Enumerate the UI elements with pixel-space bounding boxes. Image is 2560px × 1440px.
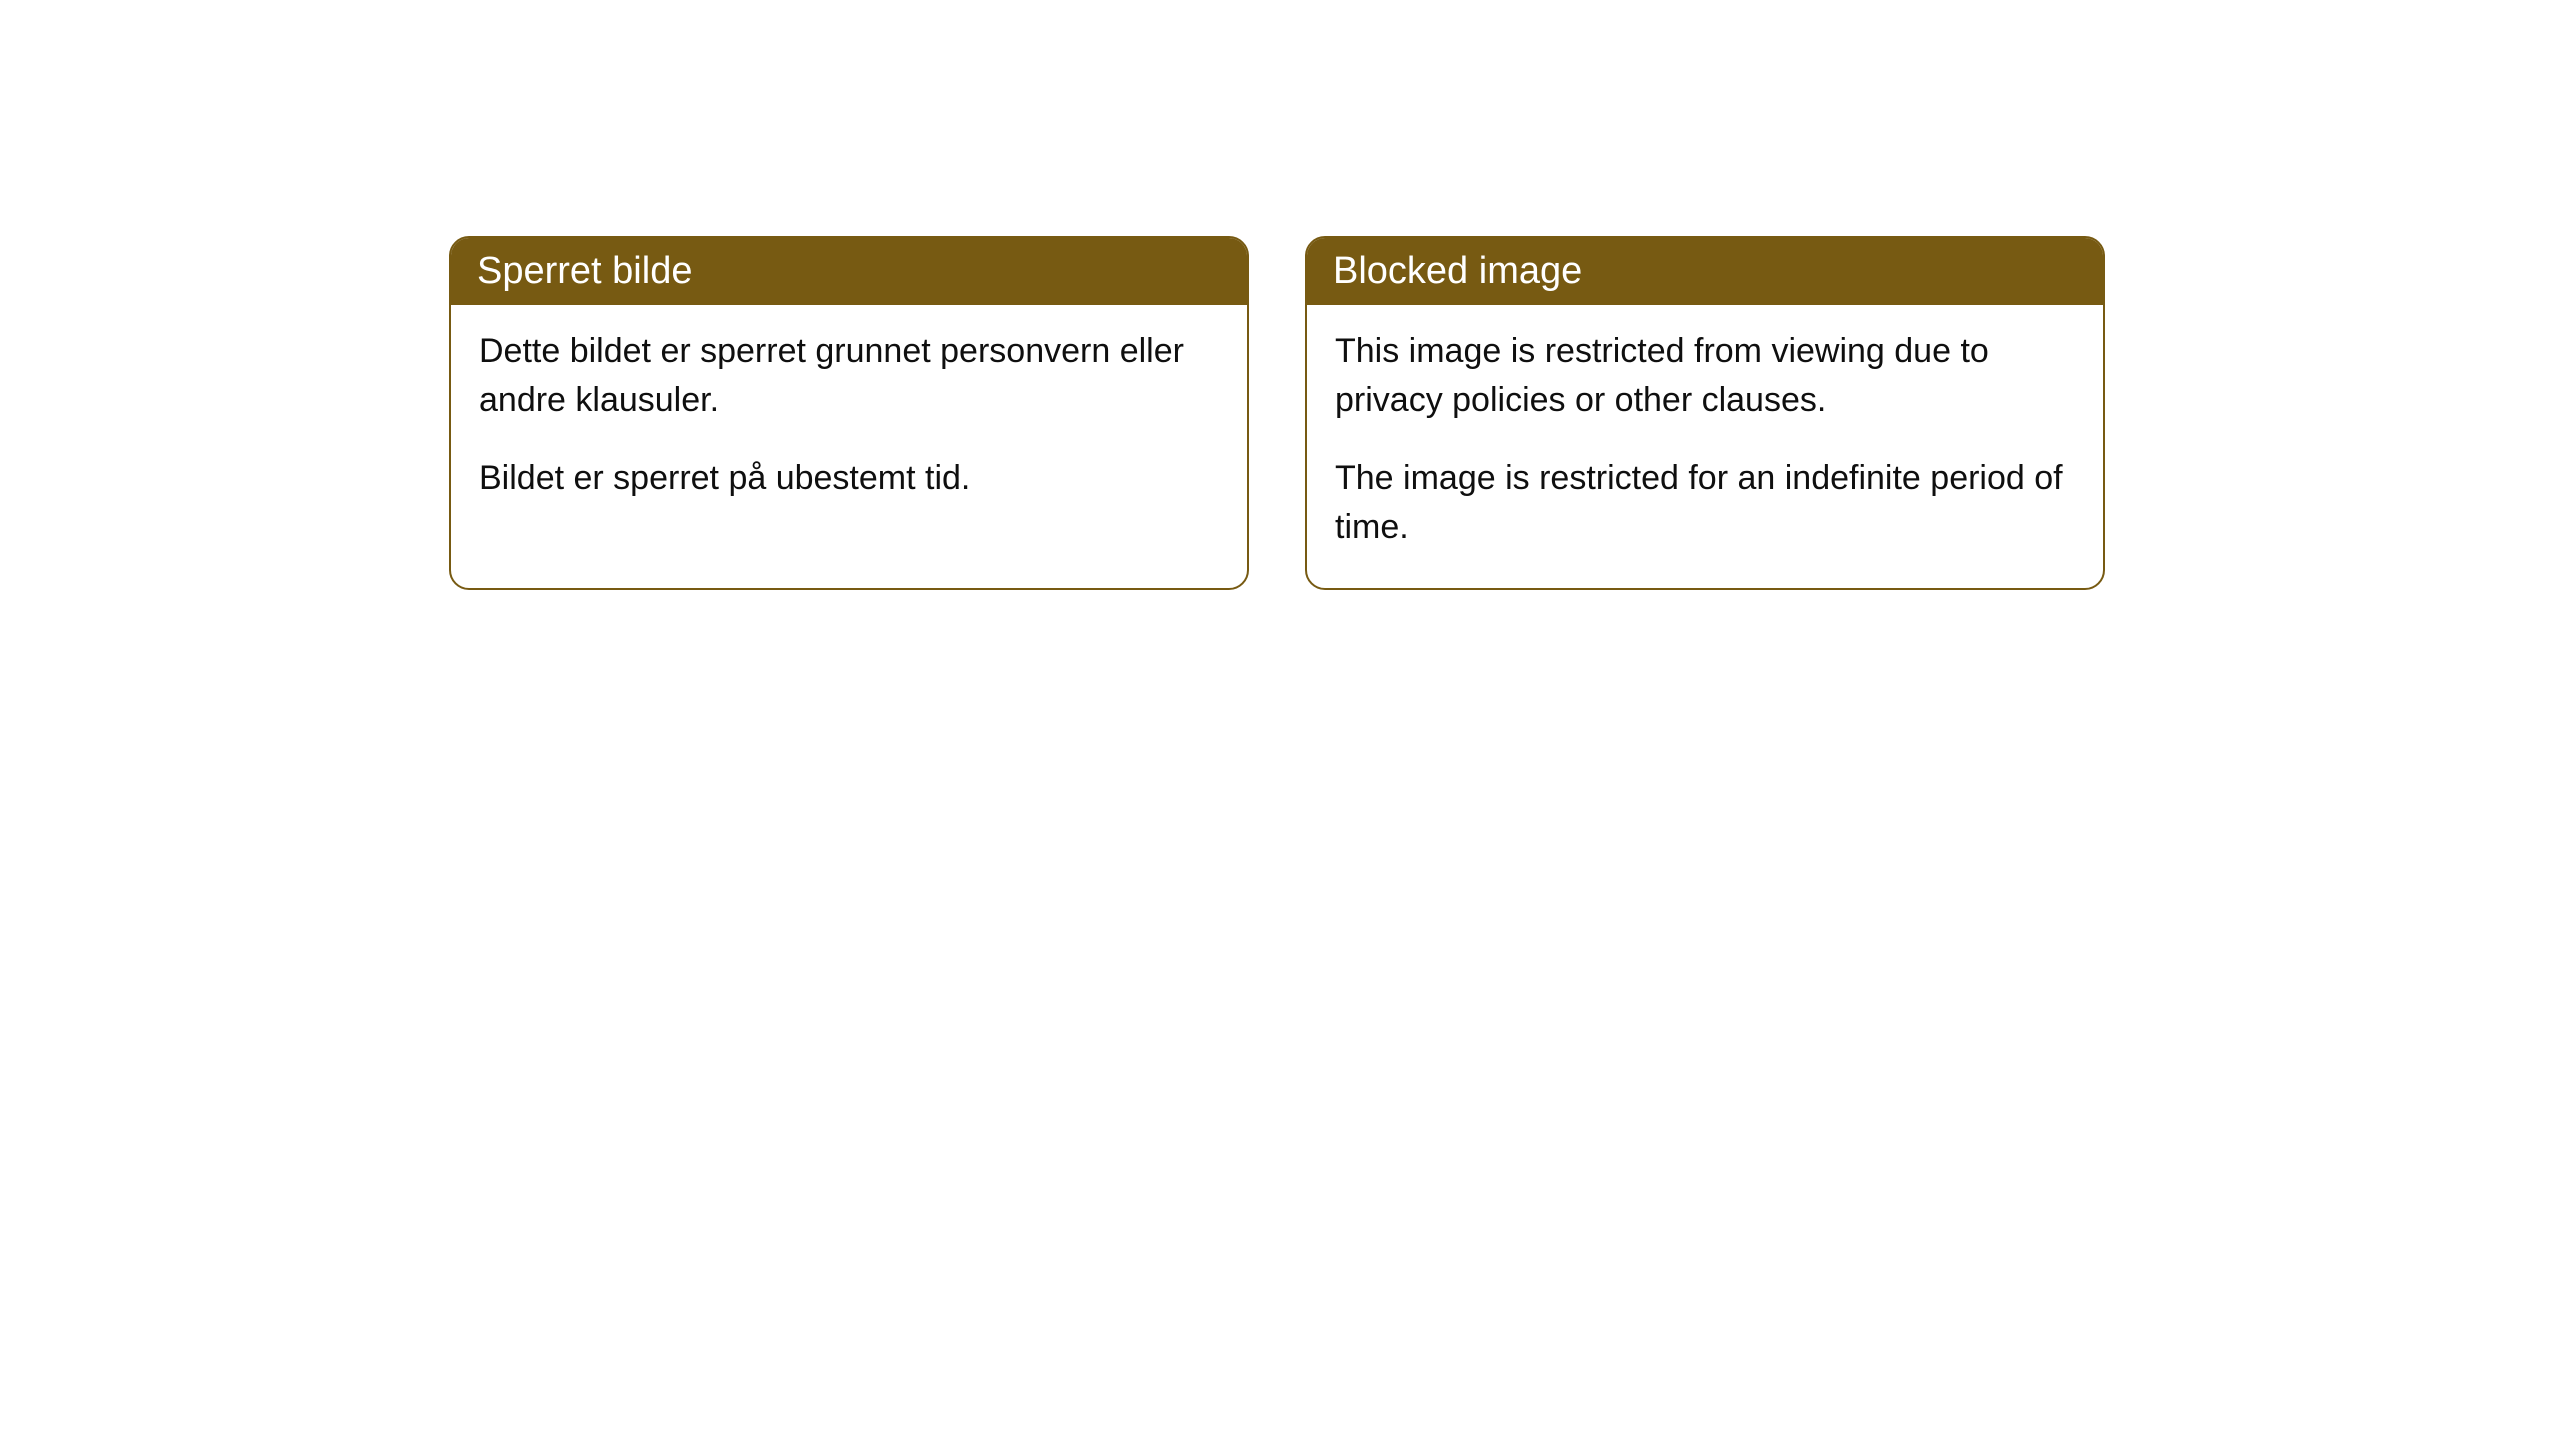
blocked-image-card-english: Blocked image This image is restricted f… — [1305, 236, 2105, 590]
card-paragraph: This image is restricted from viewing du… — [1335, 327, 2075, 426]
card-title: Sperret bilde — [477, 250, 692, 292]
card-header: Blocked image — [1307, 238, 2103, 305]
card-paragraph: Bildet er sperret på ubestemt tid. — [479, 454, 1219, 503]
card-body: Dette bildet er sperret grunnet personve… — [451, 305, 1247, 539]
card-body: This image is restricted from viewing du… — [1307, 305, 2103, 588]
card-paragraph: The image is restricted for an indefinit… — [1335, 454, 2075, 553]
card-header: Sperret bilde — [451, 238, 1247, 305]
card-title: Blocked image — [1333, 250, 1582, 292]
card-paragraph: Dette bildet er sperret grunnet personve… — [479, 327, 1219, 426]
cards-container: Sperret bilde Dette bildet er sperret gr… — [449, 236, 2105, 590]
blocked-image-card-norwegian: Sperret bilde Dette bildet er sperret gr… — [449, 236, 1249, 590]
